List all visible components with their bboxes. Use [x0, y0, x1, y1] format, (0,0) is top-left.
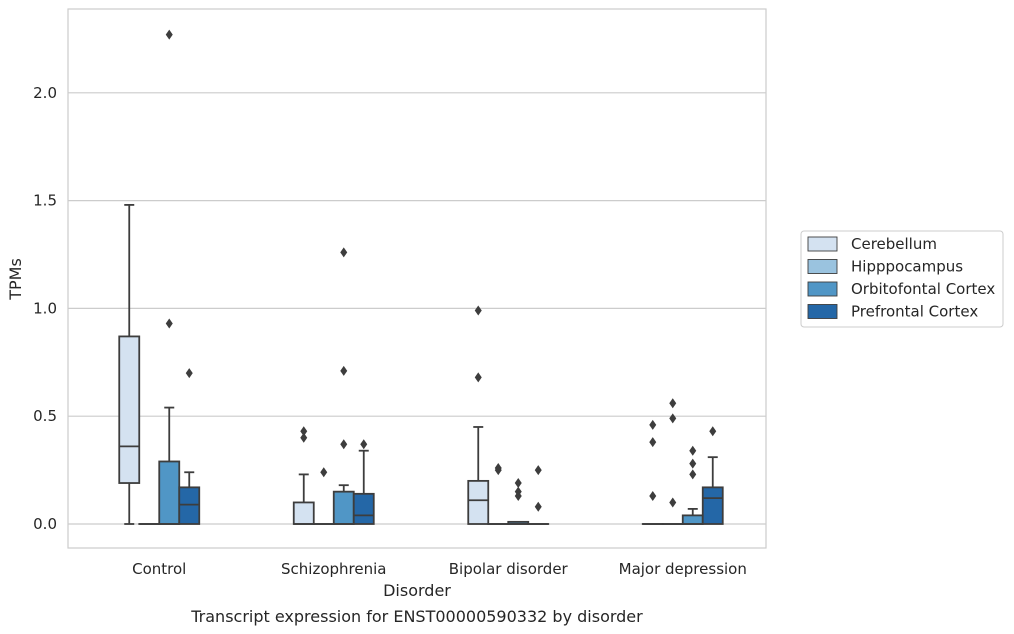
outlier-point	[360, 439, 368, 450]
outlier-point	[534, 465, 542, 476]
outlier-point	[340, 247, 348, 258]
box-orbitofontal-cortex	[332, 247, 355, 525]
y-tick-label: 0.5	[33, 407, 57, 425]
box-hipppocampus	[487, 462, 510, 525]
outlier-point	[165, 318, 173, 329]
outlier-point	[709, 426, 717, 437]
outlier-point	[185, 368, 193, 379]
box-body	[467, 479, 490, 525]
box-orbitofontal-cortex	[681, 445, 704, 525]
x-tick-label: Bipolar disorder	[449, 560, 569, 578]
box-cerebellum	[467, 305, 490, 525]
box-body	[158, 460, 181, 525]
outlier-point	[534, 501, 542, 512]
outlier-point	[649, 437, 657, 448]
legend-label: Orbitofontal Cortex	[851, 280, 995, 298]
outlier-point	[669, 497, 677, 508]
chart-caption: Transcript expression for ENST0000059033…	[190, 607, 643, 626]
y-tick-label: 1.0	[33, 299, 57, 317]
box-body	[352, 492, 375, 525]
outlier-point	[494, 465, 502, 476]
y-tick-label: 1.5	[33, 192, 57, 210]
box-hipppocampus	[661, 398, 684, 525]
y-tick-label: 0.0	[33, 515, 57, 533]
y-tick-labels: 0.0 0.5 1.0 1.5 2.0	[33, 84, 57, 533]
outlier-point	[340, 439, 348, 450]
legend-swatch	[807, 236, 838, 252]
box-prefrontal-cortex	[178, 368, 201, 525]
outlier-point	[689, 469, 697, 480]
gridlines	[68, 92, 766, 525]
box-cerebellum	[292, 426, 315, 525]
legend-label: Hipppocampus	[851, 258, 963, 276]
outlier-point	[300, 432, 308, 443]
box-hipppocampus	[312, 467, 335, 525]
box-cerebellum	[118, 204, 141, 525]
x-tick-label: Schizophrenia	[281, 560, 386, 578]
outlier-point	[300, 426, 308, 437]
box-orbitofontal-cortex	[158, 29, 181, 525]
legend-swatch	[807, 259, 838, 274]
plot-area-frame	[67, 8, 767, 549]
outlier-point	[474, 305, 482, 316]
legend-frame	[800, 230, 1004, 328]
legend-swatch	[807, 304, 838, 319]
legend-label: Prefrontal Cortex	[851, 303, 978, 321]
box-body	[681, 514, 704, 525]
legend-swatch	[807, 281, 838, 297]
outlier-point	[669, 413, 677, 424]
outlier-point	[514, 478, 522, 489]
x-tick-label: Control	[132, 560, 186, 578]
x-tick-labels: Control Schizophrenia Bipolar disorder Majo…	[132, 560, 747, 578]
box-cerebellum	[641, 419, 664, 525]
box-body	[701, 486, 724, 525]
box-body	[292, 501, 315, 525]
outlier-point	[340, 365, 348, 376]
y-axis-title: TPMs	[6, 258, 25, 301]
boxes	[118, 29, 724, 525]
outlier-point	[669, 398, 677, 409]
box-body	[118, 335, 141, 484]
box-prefrontal-cortex	[701, 426, 724, 525]
box-body	[178, 486, 201, 525]
outlier-point	[649, 419, 657, 430]
outlier-point	[689, 445, 697, 456]
outlier-point	[689, 458, 697, 469]
box-orbitofontal-cortex	[507, 478, 530, 525]
y-tick-label: 2.0	[33, 84, 57, 102]
box-prefrontal-cortex	[527, 465, 550, 525]
legend: Cerebellum Hipppocampus Orbitofontal Corte…	[800, 230, 1004, 328]
box-prefrontal-cortex	[352, 439, 375, 525]
outlier-point	[649, 490, 657, 501]
legend-label: Cerebellum	[851, 235, 937, 253]
outlier-point	[165, 29, 173, 40]
outlier-point	[474, 372, 482, 383]
outlier-point	[320, 467, 328, 478]
x-axis-title: Disorder	[383, 581, 451, 600]
x-tick-label: Major depression	[619, 560, 747, 578]
box-body	[332, 490, 355, 525]
outlier-point	[514, 490, 522, 501]
